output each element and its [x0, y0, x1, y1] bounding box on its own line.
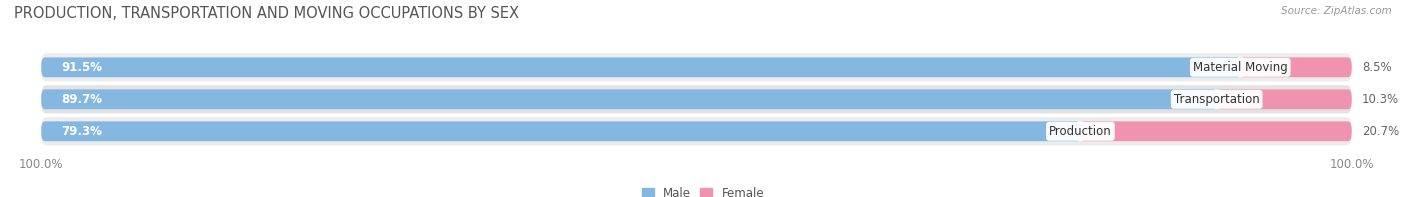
FancyBboxPatch shape	[41, 89, 1216, 109]
Text: Production: Production	[1049, 125, 1112, 138]
Text: 91.5%: 91.5%	[60, 61, 101, 74]
FancyBboxPatch shape	[1080, 121, 1351, 141]
Legend: Male, Female: Male, Female	[637, 183, 769, 197]
FancyBboxPatch shape	[41, 117, 1351, 145]
Text: 10.3%: 10.3%	[1362, 93, 1399, 106]
Text: 89.7%: 89.7%	[60, 93, 101, 106]
FancyBboxPatch shape	[1216, 89, 1351, 109]
FancyBboxPatch shape	[41, 121, 1080, 141]
FancyBboxPatch shape	[41, 85, 1351, 113]
Text: 8.5%: 8.5%	[1362, 61, 1392, 74]
FancyBboxPatch shape	[1240, 57, 1351, 77]
Text: 79.3%: 79.3%	[60, 125, 101, 138]
Text: PRODUCTION, TRANSPORTATION AND MOVING OCCUPATIONS BY SEX: PRODUCTION, TRANSPORTATION AND MOVING OC…	[14, 6, 519, 21]
FancyBboxPatch shape	[41, 57, 1240, 77]
FancyBboxPatch shape	[41, 53, 1351, 81]
Text: Transportation: Transportation	[1174, 93, 1260, 106]
Text: Material Moving: Material Moving	[1192, 61, 1288, 74]
Text: Source: ZipAtlas.com: Source: ZipAtlas.com	[1281, 6, 1392, 16]
Text: 20.7%: 20.7%	[1362, 125, 1399, 138]
